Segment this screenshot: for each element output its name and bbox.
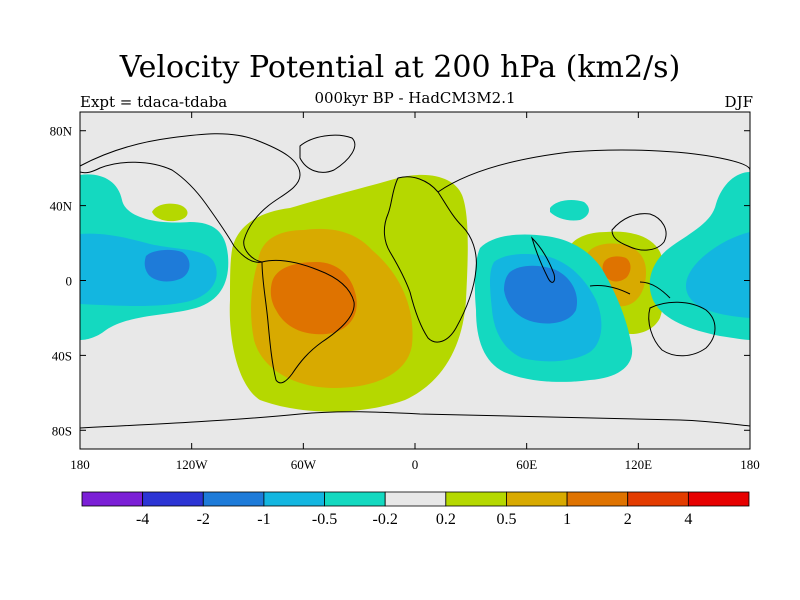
season-label: DJF <box>724 93 753 111</box>
coastline-antarctica <box>80 411 750 429</box>
plot-title: Velocity Potential at 200 hPa (km2/s) <box>119 50 681 85</box>
colorbar-label: 1 <box>563 511 571 528</box>
lon-tick-label: 60E <box>516 457 537 472</box>
latitude-axis: 80N 40N 0 40S 80S <box>50 124 750 438</box>
colorbar-swatch <box>506 491 568 507</box>
plot-subtitle: 000kyr BP - HadCM3M2.1 <box>314 89 516 107</box>
colorbar-swatch <box>566 491 629 507</box>
contour-fill-positive-maritime-2 <box>602 256 631 282</box>
coastline-north-america <box>80 133 301 263</box>
contour-fill-negative-pacific-west-2 <box>144 249 190 282</box>
coastline-australia <box>648 301 716 357</box>
coastline-greenland <box>299 134 356 173</box>
map-panel <box>80 112 750 449</box>
colorbar-label: -1 <box>257 511 270 528</box>
colorbar-label: 0.2 <box>436 511 456 528</box>
lon-tick-label: 180 <box>70 457 90 472</box>
colorbar-label: -0.2 <box>373 511 398 528</box>
colorbar-swatch <box>384 491 447 507</box>
lon-tick-label: 60W <box>291 457 317 472</box>
contour-fill-negative-pacific-east-1 <box>685 232 750 318</box>
colorbar-swatch <box>324 491 386 507</box>
colorbar-label: -0.5 <box>312 511 337 528</box>
colorbar-swatch <box>263 491 325 507</box>
coastline-europe-africa <box>383 176 477 343</box>
coastlines <box>80 133 750 429</box>
velocity-potential-field <box>80 172 750 412</box>
lon-tick-label: 0 <box>412 457 419 472</box>
lat-tick-label: 80N <box>50 124 73 139</box>
contour-fill-negative-eurasia <box>550 200 589 221</box>
colorbar-swatch <box>687 491 750 507</box>
contour-fill-positive-npacific <box>152 203 188 222</box>
lon-tick-label: 120W <box>176 457 209 472</box>
lon-tick-label: 180 <box>740 457 760 472</box>
colorbar-label: -4 <box>136 511 149 528</box>
colorbar-label: -2 <box>197 511 210 528</box>
colorbar-swatch <box>627 491 689 507</box>
contour-fill-positive-2 <box>270 262 357 335</box>
colorbar-label: 2 <box>624 511 632 528</box>
lat-tick-label: 0 <box>66 274 73 289</box>
colorbar-label: 4 <box>684 511 692 528</box>
colorbar-swatch <box>202 491 265 507</box>
coastline-eurasia <box>437 149 750 283</box>
coastline-indonesia <box>589 281 671 299</box>
lon-tick-label: 120E <box>625 457 653 472</box>
experiment-label: Expt = tdaca-tdaba <box>80 93 228 111</box>
colorbar-swatch <box>445 491 507 507</box>
lat-tick-label: 40N <box>50 199 73 214</box>
colorbar-swatch <box>81 491 144 507</box>
colorbar: -4 -2 -1 -0.5 -0.2 0.2 0.5 1 2 4 <box>81 491 750 528</box>
lat-tick-label: 40S <box>52 348 72 363</box>
colorbar-label: 0.5 <box>496 511 516 528</box>
coastline-south-america <box>261 259 355 384</box>
colorbar-swatch <box>142 491 204 507</box>
longitude-axis: 180 120W 60W 0 60E 120E 180 <box>70 112 760 472</box>
lat-tick-label: 80S <box>52 423 72 438</box>
contour-fill-negative-indian-2 <box>504 265 578 324</box>
